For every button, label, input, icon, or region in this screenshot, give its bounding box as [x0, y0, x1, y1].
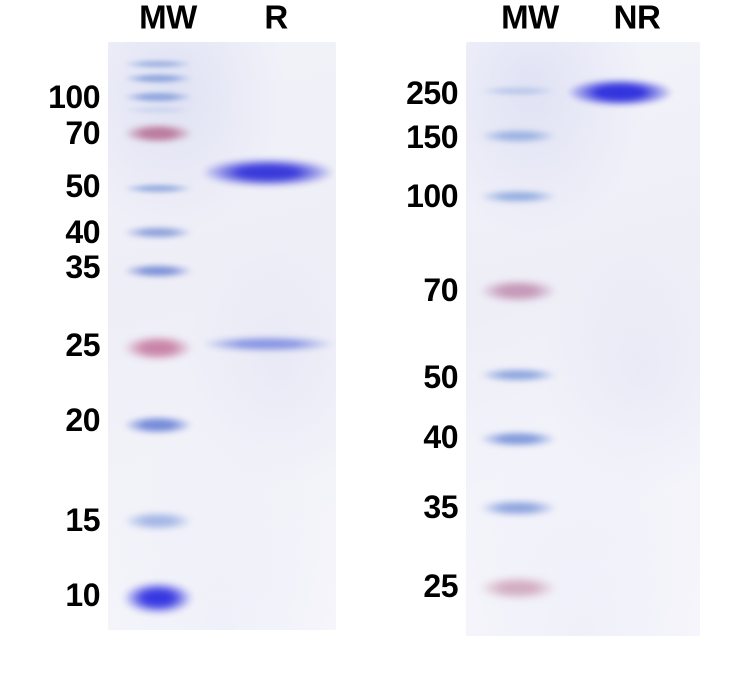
non-reduced-panel-mw-label-35: 35	[423, 489, 458, 525]
non-reduced-panel-mw-label-70: 70	[423, 272, 458, 308]
non-reduced-panel-ladder-lane	[480, 42, 556, 636]
non-reduced-panel-gel	[466, 42, 700, 636]
ladder-lane-band-40kda	[124, 226, 192, 238]
reduced-panel-mw-label-70: 70	[65, 115, 100, 151]
ladder-lane-band-35kda	[124, 265, 192, 277]
reduced-panel-mw-label-35: 35	[65, 249, 100, 285]
reduced-panel-header-mw: MW	[139, 0, 197, 36]
reduced-panel-mw-label-15: 15	[65, 502, 100, 538]
ladder-lane-band-25kda	[480, 578, 556, 598]
non-reduced-panel-mw-label-250: 250	[406, 75, 458, 111]
ladder-lane-band-150kda	[480, 130, 556, 142]
ladder-lane-band-35kda	[480, 501, 556, 515]
non-reduced-panel-header-mw: MW	[501, 0, 559, 36]
reduced-panel-mw-label-25: 25	[65, 327, 100, 363]
non-reduced-panel-header-nr: NR	[613, 0, 661, 36]
ladder-lane-band-1	[124, 73, 192, 83]
ladder-lane-band-50kda	[480, 369, 556, 381]
reduced-panel-mw-label-100: 100	[48, 79, 100, 115]
ladder-lane-band-250kda	[480, 87, 556, 95]
ladder-lane-band-3	[124, 107, 192, 113]
non-reduced-panel-mw-label-25: 25	[423, 568, 458, 604]
ladder-lane-band-100kda	[480, 190, 556, 202]
reduced-panel-mw-label-20: 20	[65, 402, 100, 438]
sample-lane-nonreduced-band-250kda	[568, 79, 672, 105]
reduced-panel-gel	[108, 42, 336, 630]
ladder-lane-band-10kda	[124, 584, 192, 612]
ladder-lane-band-40kda	[480, 432, 556, 446]
reduced-panel-ladder-lane	[124, 42, 192, 630]
ladder-lane-band-50kda	[124, 183, 192, 193]
ladder-lane-band-70kda	[124, 124, 192, 142]
reduced-panel-sample-lane-reduced	[203, 42, 333, 630]
reduced-panel-mw-label-50: 50	[65, 168, 100, 204]
ladder-lane-band-20kda	[124, 417, 192, 433]
ladder-lane-band-25kda	[124, 337, 192, 359]
reduced-panel-mw-label-40: 40	[65, 214, 100, 250]
ladder-lane-band-0	[124, 60, 192, 68]
reduced-panel-mw-label-10: 10	[65, 577, 100, 613]
sample-lane-reduced-band-55kda	[203, 159, 333, 185]
ladder-lane-band-70kda	[480, 281, 556, 301]
non-reduced-panel-mw-label-150: 150	[406, 119, 458, 155]
non-reduced-panel-mw-label-100: 100	[406, 178, 458, 214]
non-reduced-panel-mw-label-50: 50	[423, 359, 458, 395]
non-reduced-panel-sample-lane-nonreduced	[568, 42, 672, 636]
sample-lane-reduced-band-24kda	[203, 337, 333, 351]
reduced-panel-header-r: R	[264, 0, 288, 36]
ladder-lane-band-15kda	[124, 513, 192, 529]
non-reduced-panel-mw-label-40: 40	[423, 419, 458, 455]
ladder-lane-band-100kda	[124, 92, 192, 102]
